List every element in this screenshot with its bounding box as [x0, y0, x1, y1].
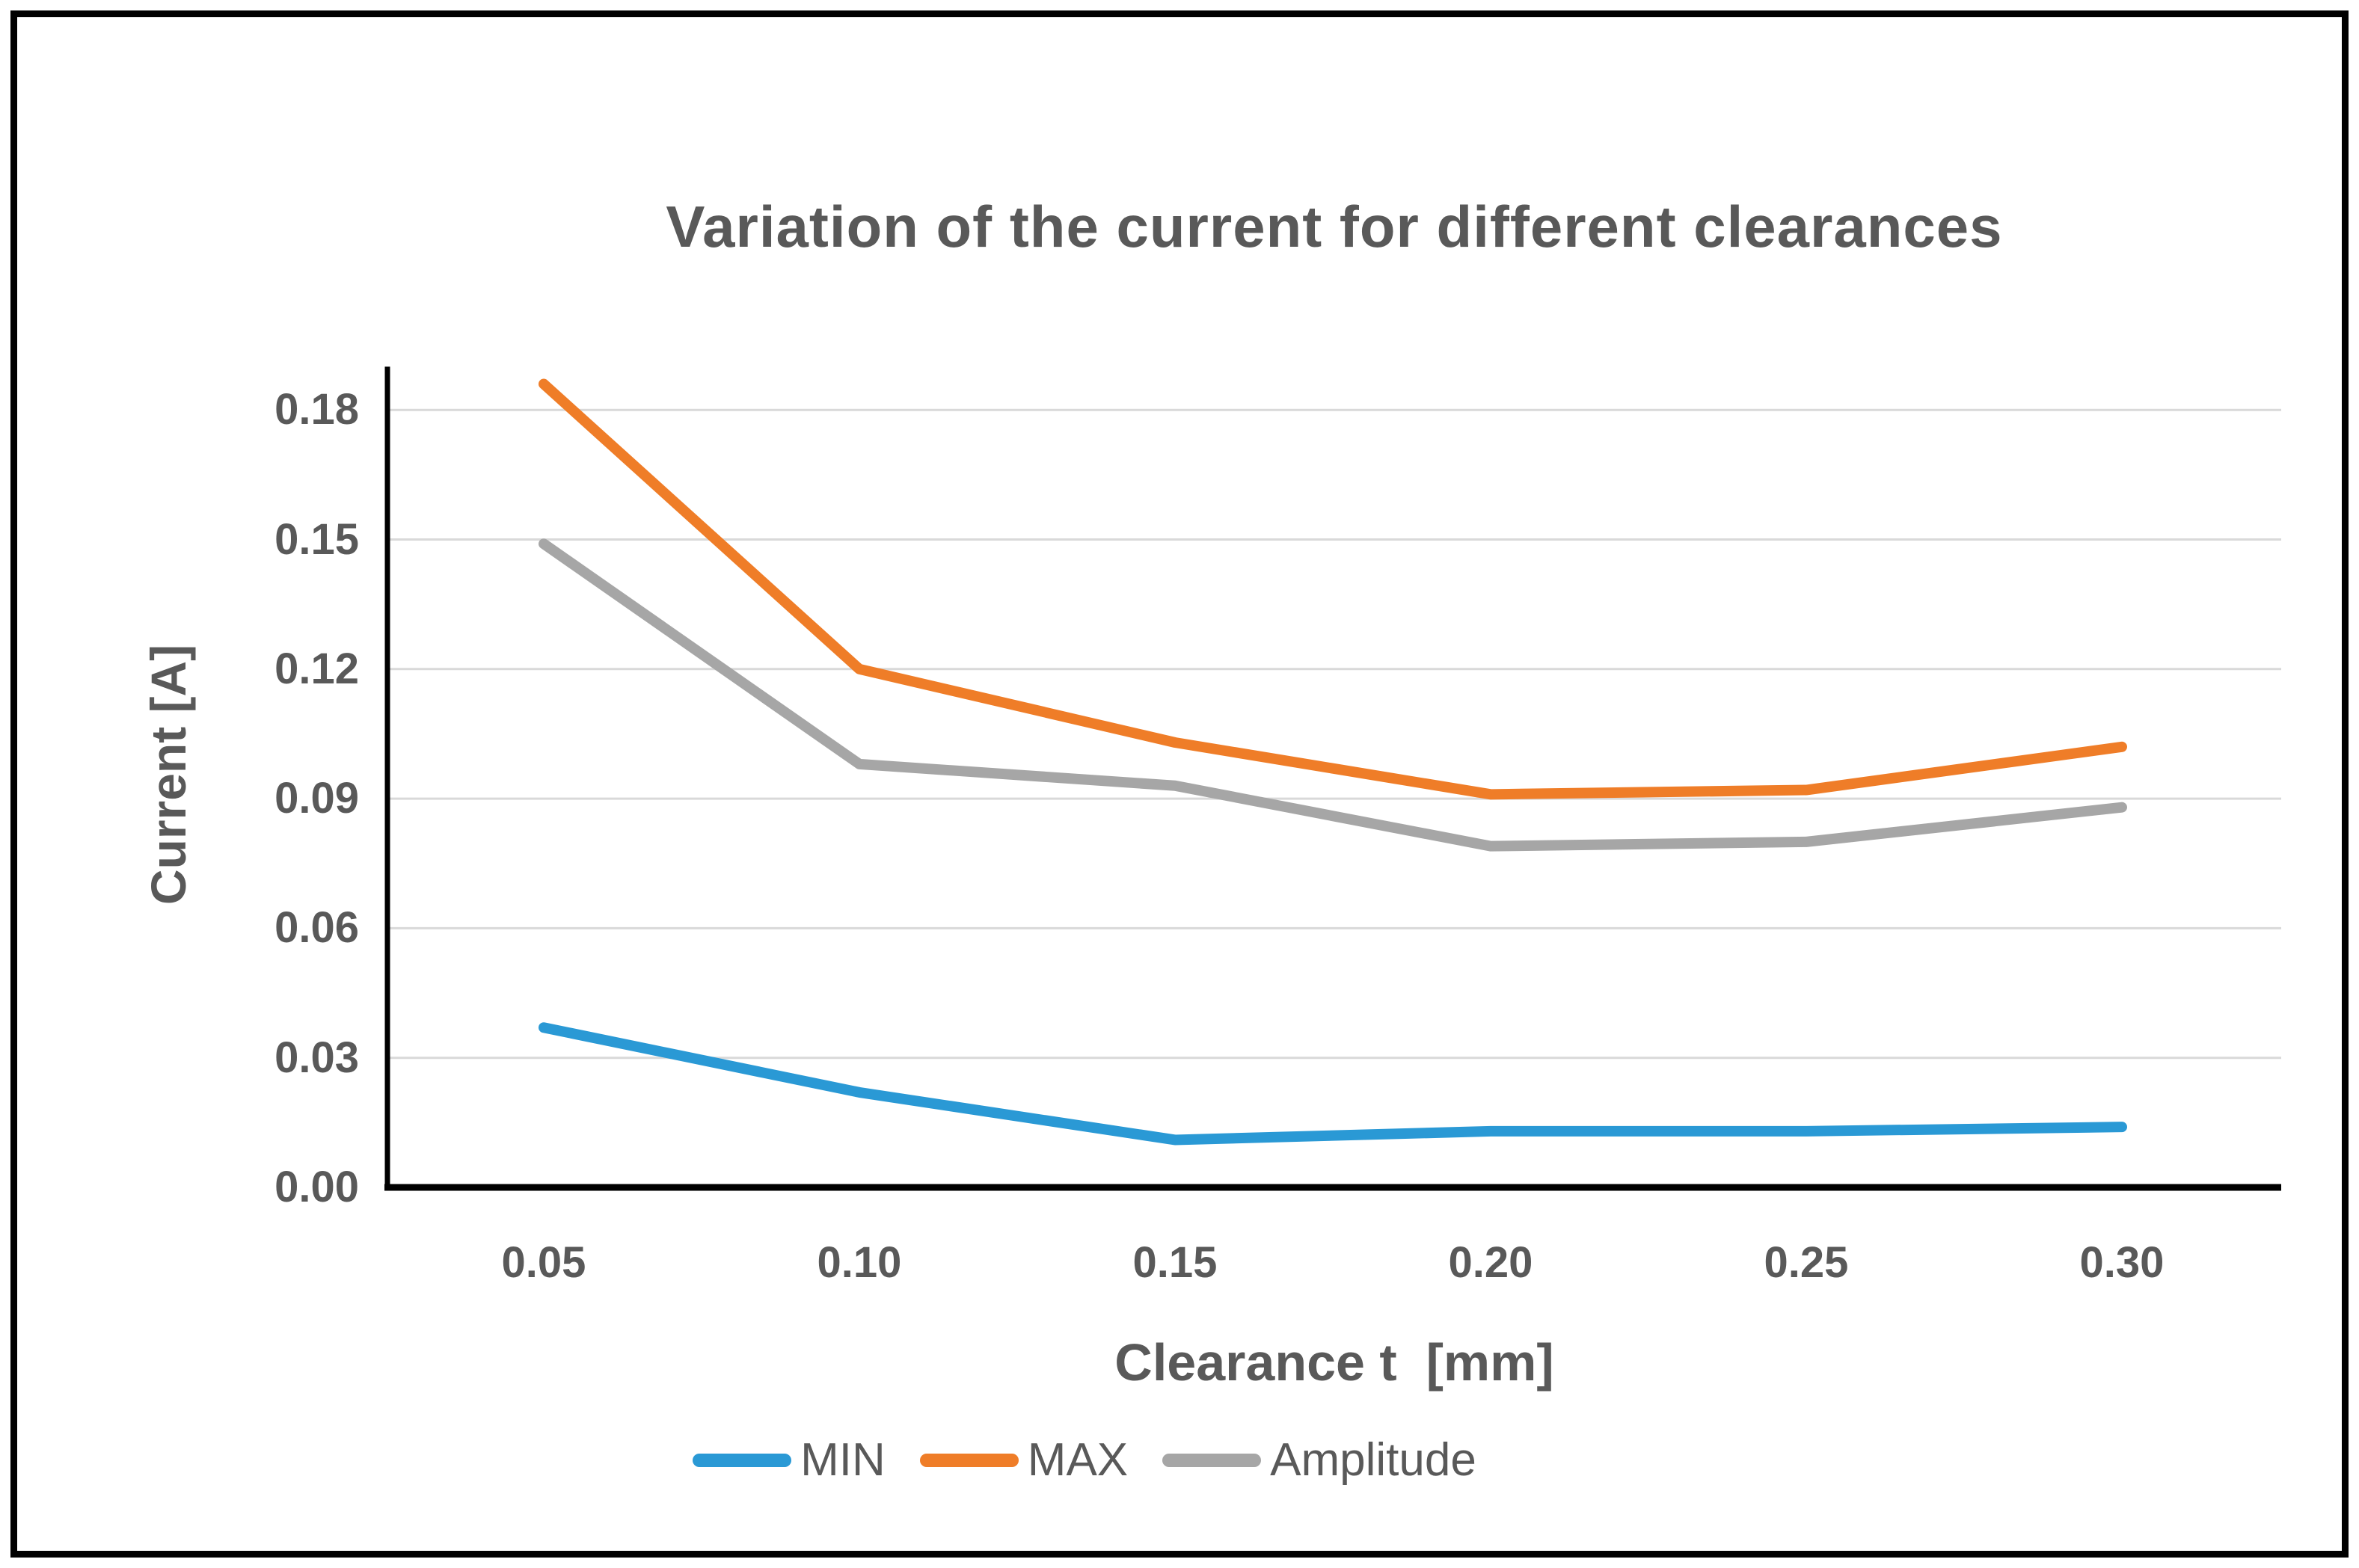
y-tick-label-0.03: 0.03: [274, 1033, 359, 1082]
series-line-amplitude: [539, 538, 2127, 852]
legend-item-max: MAX: [919, 1434, 1129, 1486]
legend-item-amplitude: Amplitude: [1162, 1434, 1476, 1486]
x-tick-label-0.25: 0.25: [1764, 1238, 1849, 1287]
chart-title: Variation of the current for different c…: [666, 194, 2003, 259]
x-tick-label-0.15: 0.15: [1132, 1238, 1218, 1287]
legend: MIN MAX Amplitude: [693, 1434, 1476, 1486]
y-tick-label-0.18: 0.18: [274, 385, 359, 434]
legend-label-max: MAX: [1027, 1434, 1129, 1486]
legend-swatch-amplitude: [1162, 1454, 1262, 1467]
legend-swatch-min: [693, 1454, 792, 1467]
x-tick-label-0.10: 0.10: [817, 1238, 902, 1287]
y-tick-label-0.00: 0.00: [274, 1163, 359, 1211]
x-tick-label-0.05: 0.05: [501, 1238, 586, 1287]
series-line-max: [539, 378, 2127, 800]
x-tick-label-0.20: 0.20: [1448, 1238, 1533, 1287]
series-line-min: [539, 1022, 2127, 1146]
legend-swatch-max: [919, 1454, 1019, 1467]
y-tick-label-0.15: 0.15: [274, 514, 359, 564]
legend-label-amplitude: Amplitude: [1270, 1434, 1476, 1486]
y-tick-label-0.06: 0.06: [274, 903, 359, 953]
x-axis-title: Clearance t [mm]: [1114, 1333, 1554, 1392]
y-tick-label-0.12: 0.12: [274, 644, 359, 693]
y-tick-label-0.09: 0.09: [274, 774, 359, 823]
x-tick-label-0.30: 0.30: [2079, 1238, 2165, 1287]
legend-container: MIN MAX Amplitude: [0, 1434, 2169, 1486]
legend-item-min: MIN: [693, 1434, 886, 1486]
legend-label-min: MIN: [800, 1434, 886, 1486]
